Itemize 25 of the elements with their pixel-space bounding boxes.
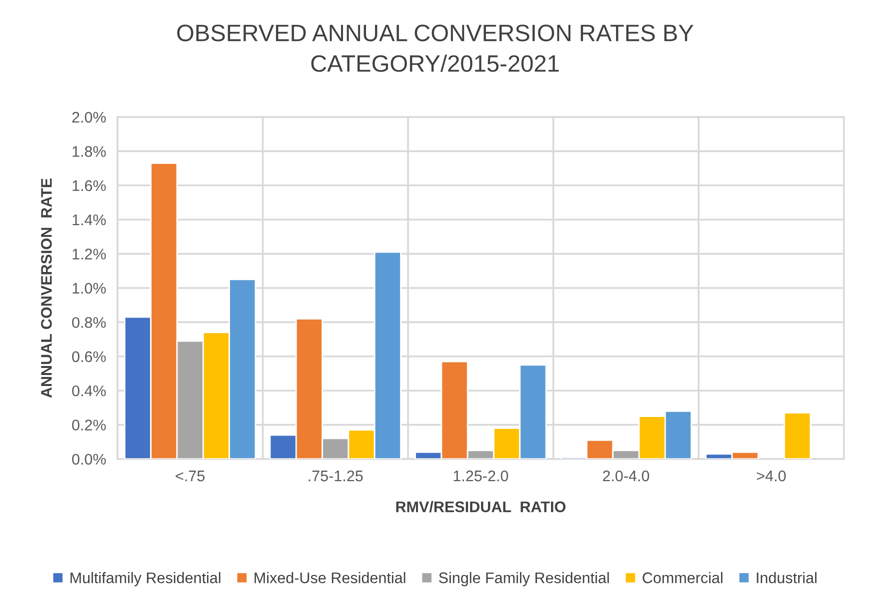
- legend-label: Commercial: [642, 572, 722, 584]
- legend-label: Industrial: [756, 572, 816, 584]
- x-tick-label: .75-1.25: [308, 470, 363, 482]
- y-tick-label: 0.4%: [72, 385, 106, 396]
- x-tick-label: >4.0: [756, 470, 786, 482]
- y-axis-title: ANNUAL CONVERSION RATE: [41, 178, 52, 398]
- y-tick-label: 1.2%: [72, 248, 106, 260]
- x-tick-label: 2.0-4.0: [602, 470, 650, 482]
- y-tick-label: 0.0%: [72, 454, 106, 465]
- legend-label: Single Family Residential: [439, 572, 609, 586]
- y-tick-label: 1.8%: [72, 146, 106, 157]
- y-tick-label: 0.8%: [72, 317, 106, 328]
- legend-label: Mixed-Use Residential: [254, 572, 406, 584]
- y-tick-label: 1.6%: [72, 180, 106, 192]
- legend-label: Multifamily Residential: [70, 572, 220, 586]
- x-tick-label: <.75: [176, 470, 205, 482]
- y-tick-label: 1.0%: [72, 282, 106, 294]
- y-tick-label: 2.0%: [72, 112, 106, 123]
- y-tick-label: 1.4%: [72, 214, 106, 226]
- x-tick-label: 1.25-2.0: [454, 470, 508, 482]
- x-axis-title: RMV/RESIDUAL RATIO: [396, 501, 566, 512]
- bar: [784, 412, 812, 459]
- y-tick-label: 0.2%: [72, 420, 106, 430]
- chart-title: OBSERVED ANNUAL CONVERSION RATES BY CATEGORY/2015-2021: [177, 24, 694, 72]
- y-tick-label: 0.6%: [72, 351, 106, 362]
